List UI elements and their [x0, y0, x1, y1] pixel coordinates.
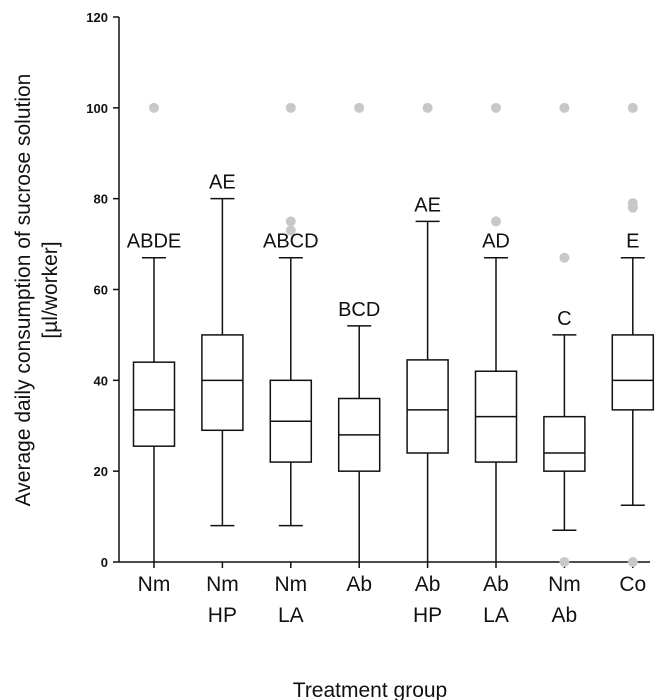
- box-group: AE: [201, 172, 244, 527]
- x-tick-label: Nm: [274, 573, 307, 596]
- y-tick-label: 0: [101, 555, 108, 570]
- y-tick-label: 60: [94, 283, 108, 298]
- iqr-box: [543, 415, 586, 472]
- box-group: AE: [406, 102, 449, 562]
- box-group: E: [611, 102, 655, 567]
- box-group: ABDE: [127, 102, 181, 562]
- outlier-point: [627, 198, 638, 209]
- significance-letters: C: [557, 308, 571, 330]
- outlier-point: [559, 102, 570, 113]
- outlier-point: [559, 252, 570, 263]
- significance-letters: ABCD: [263, 231, 319, 253]
- x-tick-label: Nm: [548, 573, 581, 596]
- outlier-point: [627, 102, 638, 113]
- outlier-point: [491, 102, 501, 113]
- iqr-box: [132, 361, 176, 447]
- x-tick-label-line2: LA: [278, 604, 304, 627]
- x-tick-label-line2: LA: [483, 604, 509, 627]
- x-tick-label: Ab: [483, 573, 509, 596]
- outlier-point: [627, 557, 638, 567]
- x-tick-label: Co: [619, 573, 646, 596]
- iqr-box: [201, 334, 244, 432]
- outlier-point: [354, 102, 365, 113]
- x-tick-label-line2: HP: [413, 604, 442, 627]
- x-tick-label: Nm: [138, 573, 171, 596]
- y-axis-title-line2: [µl/worker]: [39, 241, 62, 338]
- plot-area: ABDE AE ABCD BCD AE AD C E: [127, 102, 655, 567]
- axes: 0 20 40 60 80 100 120 Nm Nm HP Nm LA Ab Ab HP Ab LA Nm Ab C…: [86, 10, 650, 627]
- box-group: BCD: [337, 102, 381, 562]
- y-tick-label: 80: [94, 192, 108, 207]
- x-tick-label: Ab: [415, 573, 441, 596]
- outlier-point: [285, 216, 296, 227]
- outlier-point: [422, 102, 433, 113]
- y-tick-label: 120: [86, 10, 108, 25]
- outlier-point: [285, 225, 296, 236]
- significance-letters: ABDE: [127, 231, 181, 253]
- y-tick-label: 40: [94, 373, 108, 388]
- outlier-point: [285, 102, 296, 113]
- y-axis-title-line1: Average daily consumption of sucrose sol…: [12, 74, 35, 507]
- box-group: AD: [474, 102, 518, 562]
- x-tick-label: Nm: [206, 573, 239, 596]
- outlier-point: [491, 216, 501, 227]
- box-group: C: [543, 102, 586, 567]
- x-tick-label-line2: HP: [208, 604, 237, 627]
- significance-letters: AE: [209, 172, 236, 194]
- iqr-box: [611, 334, 655, 411]
- box-group: ABCD: [263, 102, 319, 527]
- outlier-point: [559, 557, 570, 567]
- y-tick-label: 20: [94, 464, 108, 479]
- outlier-point: [149, 102, 159, 113]
- x-tick-label: Ab: [346, 573, 372, 596]
- significance-letters: BCD: [338, 299, 380, 321]
- iqr-box: [406, 359, 449, 454]
- y-tick-label: 100: [86, 101, 108, 116]
- significance-letters: E: [626, 231, 639, 253]
- x-axis-title: Treatment group: [293, 679, 447, 700]
- significance-letters: AE: [414, 194, 441, 216]
- x-tick-label-line2: Ab: [552, 604, 578, 627]
- significance-letters: AD: [482, 231, 510, 253]
